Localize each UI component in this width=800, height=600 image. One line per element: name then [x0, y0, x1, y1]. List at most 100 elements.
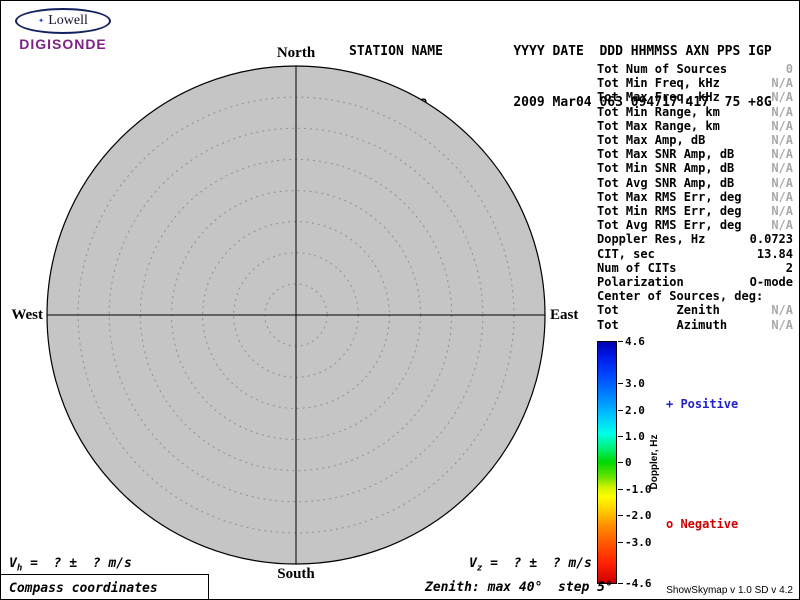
compass-label-west: West	[11, 307, 43, 323]
stat-label: Num of CITs	[597, 260, 677, 275]
stat-row: Num of CITs 2	[597, 261, 793, 275]
colorbar-tick	[618, 410, 623, 411]
stat-row: Doppler Res, Hz 0.0723	[597, 232, 793, 246]
negative-doppler-legend: o Negative	[666, 517, 739, 531]
statistics-panel: Tot Num of Sources 0 Tot Min Freq, kHz N/A…	[597, 62, 793, 332]
colorbar-tick-label: -4.6	[625, 577, 652, 590]
stat-row: Tot Min RMS Err, deg N/A	[597, 204, 793, 218]
colorbar-tick	[618, 383, 623, 384]
stat-value: 2	[785, 260, 793, 275]
compass-label-east: East	[550, 307, 579, 323]
vz-symbol: V	[469, 556, 477, 571]
stat-value: N/A	[771, 147, 793, 162]
stat-label: Tot Max Amp, dB	[597, 133, 706, 148]
lowell-logo-text: Lowell	[48, 13, 88, 28]
coordinates-status-cell: Compass coordinates	[1, 574, 209, 599]
colorbar-tick	[618, 515, 623, 516]
stat-label: Tot Avg RMS Err, deg	[597, 218, 742, 233]
zenith-scale-note: Zenith: max 40° step 5°	[425, 580, 613, 595]
stat-label: Tot Max Range, km	[597, 118, 720, 133]
lowell-logo-oval: ✦ Lowell	[15, 8, 111, 34]
stat-label: Tot Azimuth	[597, 317, 728, 332]
colorbar-tick-label: -3.0	[625, 536, 652, 549]
stat-row: Tot Avg RMS Err, deg N/A	[597, 218, 793, 232]
stat-row: Tot Avg SNR Amp, dB N/A	[597, 176, 793, 190]
stat-row: Tot Min SNR Amp, dB N/A	[597, 161, 793, 175]
stat-label: Tot Min Freq, kHz	[597, 76, 720, 91]
stat-value: N/A	[771, 161, 793, 176]
stat-label: Tot Min SNR Amp, dB	[597, 161, 735, 176]
stat-row: CIT, sec 13.84	[597, 247, 793, 261]
colorbar-tick	[618, 341, 623, 342]
stat-row: Tot Min Range, km N/A	[597, 105, 793, 119]
digisonde-logo-text: DIGISONDE	[19, 36, 107, 52]
vh-value: = ? ± ? m/s	[22, 556, 132, 571]
colorbar-tick-label: -1.0	[625, 483, 652, 496]
stat-row: Tot Max SNR Amp, dB N/A	[597, 147, 793, 161]
vh-subscript: h	[16, 563, 23, 574]
colorbar-tick	[618, 583, 623, 584]
stat-row: Center of Sources, deg:	[597, 289, 793, 303]
vh-symbol: V	[9, 556, 17, 571]
stat-label: Tot Min Range, km	[597, 104, 720, 119]
stat-value: O-mode	[749, 275, 793, 290]
stat-row: Polarization O-mode	[597, 275, 793, 289]
stat-value: N/A	[771, 118, 793, 133]
positive-doppler-legend: + Positive	[666, 397, 739, 411]
stat-label: Tot Min RMS Err, deg	[597, 204, 742, 219]
stat-value: N/A	[771, 76, 793, 91]
doppler-colorbar	[597, 341, 617, 584]
colorbar-tick-label: 0	[625, 456, 632, 469]
stat-label: Tot Num of Sources	[597, 62, 728, 76]
stat-value: N/A	[771, 175, 793, 190]
colorbar-axis-label: Doppler, Hz	[649, 434, 660, 490]
colorbar-tick	[618, 436, 623, 437]
stat-row: Tot Max Freq, kHz N/A	[597, 90, 793, 104]
lowell-star-icon: ✦	[38, 15, 45, 26]
vz-value: = ? ± ? m/s	[482, 556, 592, 571]
lowell-logo: ✦ Lowell DIGISONDE	[11, 8, 115, 52]
stat-row: Tot Max Amp, dB N/A	[597, 133, 793, 147]
stat-label: Tot Max RMS Err, deg	[597, 189, 742, 204]
stat-row: Tot Num of Sources 0	[597, 62, 793, 76]
colorbar-tick-label: 3.0	[625, 377, 645, 390]
stat-row: Tot Zenith N/A	[597, 303, 793, 317]
coordinates-mode-label: Compass coordinates	[9, 580, 158, 596]
vertical-velocity-readout: Vz = ? ± ? m/s	[469, 556, 592, 574]
stat-label: Tot Avg SNR Amp, dB	[597, 175, 735, 190]
stat-row: Tot Azimuth N/A	[597, 318, 793, 332]
stat-label: Tot Zenith	[597, 303, 720, 318]
colorbar-tick	[618, 489, 623, 490]
horizontal-velocity-readout: Vh = ? ± ? m/s	[9, 556, 132, 574]
stat-row: Tot Max RMS Err, deg N/A	[597, 190, 793, 204]
colorbar-tick-label: 2.0	[625, 404, 645, 417]
stat-label: Doppler Res, Hz	[597, 232, 706, 247]
stat-label: CIT, sec	[597, 246, 655, 261]
stat-row: Tot Max Range, km N/A	[597, 119, 793, 133]
stat-value: N/A	[771, 218, 793, 233]
compass-label-south: South	[277, 566, 315, 582]
stat-value: N/A	[771, 317, 793, 332]
colorbar-tick-label: -2.0	[625, 509, 652, 522]
colorbar-tick-label: 4.6	[625, 335, 645, 348]
stat-label: Polarization	[597, 275, 684, 290]
stat-value: N/A	[771, 133, 793, 148]
skymap-plot	[46, 65, 546, 565]
colorbar-tick	[618, 462, 623, 463]
station-header-columns: STATION NAME YYYY DATE DDD HHMMSS AXN PP…	[349, 44, 772, 59]
software-version-label: ShowSkymap v 1.0 SD v 4.2	[666, 585, 793, 596]
stat-value: 0.0723	[749, 232, 793, 247]
stat-value: N/A	[771, 189, 793, 204]
stat-value: N/A	[771, 204, 793, 219]
stat-value: N/A	[771, 90, 793, 105]
station-header: STATION NAME YYYY DATE DDD HHMMSS AXN PP…	[349, 9, 772, 145]
stat-label: Tot Max SNR Amp, dB	[597, 147, 735, 162]
colorbar-tick-label: 1.0	[625, 430, 645, 443]
stat-label: Tot Max Freq, kHz	[597, 90, 720, 105]
stat-value: 13.84	[756, 246, 793, 261]
vz-subscript: z	[476, 563, 483, 574]
stat-value: 0	[785, 62, 793, 76]
stat-value: N/A	[771, 303, 793, 318]
compass-label-north: North	[276, 45, 316, 61]
